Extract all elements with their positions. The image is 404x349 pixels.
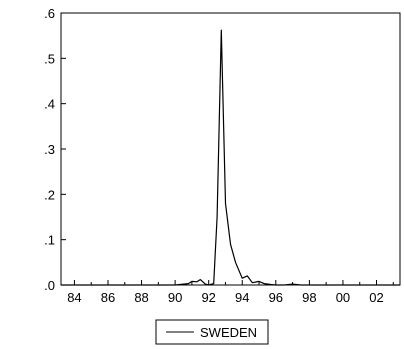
y-tick-label: .0	[44, 278, 55, 293]
x-tick-label: 86	[101, 290, 115, 305]
x-tick-label: 84	[67, 290, 81, 305]
x-tick-label: 88	[134, 290, 148, 305]
series-layer	[61, 29, 400, 286]
legend-label-sweden: SWEDEN	[200, 325, 257, 340]
x-axis: 84 86 88 90 92 94 96 98 00 02	[67, 280, 394, 305]
y-tick-label: .2	[44, 187, 55, 202]
x-tick-label: 96	[269, 290, 283, 305]
x-tick-label: 92	[201, 290, 215, 305]
x-tick-label: 98	[302, 290, 316, 305]
x-tick-label: 94	[235, 290, 249, 305]
x-tick-label: 00	[336, 290, 350, 305]
legend: SWEDEN	[155, 319, 269, 345]
y-tick-label: .3	[44, 142, 55, 157]
x-tick-label: 02	[369, 290, 383, 305]
x-tick-label: 90	[168, 290, 182, 305]
y-axis: .0 .1 .2 .3 .4 .5 .6	[44, 6, 66, 293]
series-line-sweden	[61, 29, 400, 286]
y-tick-label: .5	[44, 51, 55, 66]
y-tick-label: .4	[44, 97, 55, 112]
y-tick-label: .1	[44, 233, 55, 248]
y-tick-label: .6	[44, 6, 55, 21]
